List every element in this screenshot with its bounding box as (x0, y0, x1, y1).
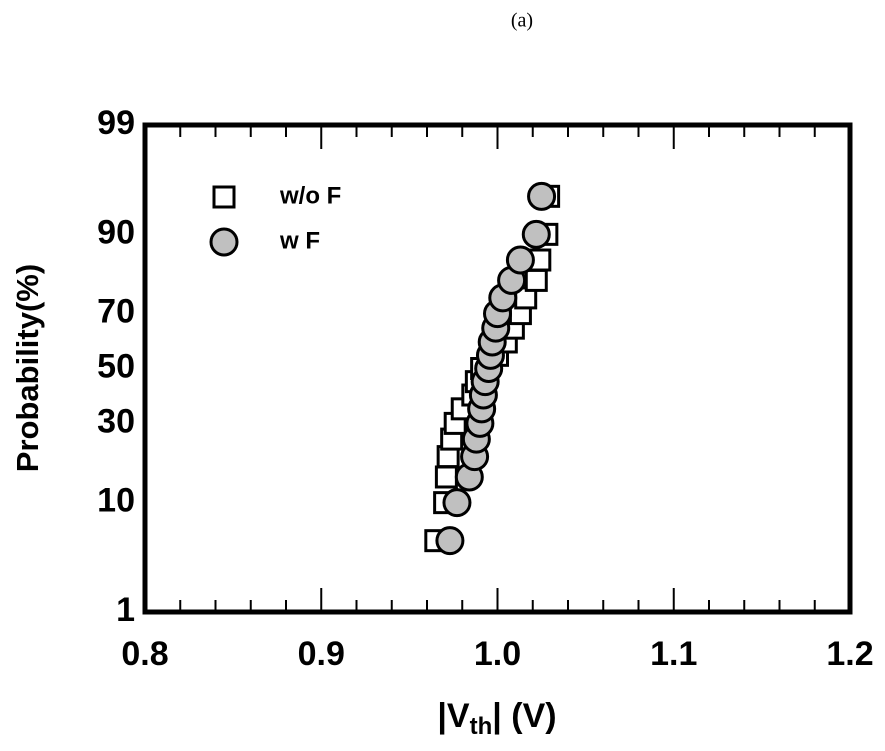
x-label-part: |V (437, 697, 470, 735)
circle-marker (505, 245, 535, 275)
x-label-part: | (V) (492, 697, 556, 735)
x-tick-label: 0.8 (121, 635, 168, 673)
chart-title: (a) (511, 10, 533, 32)
x-tick-label: 1.1 (650, 635, 697, 673)
x-tick-label: 1.2 (826, 635, 873, 673)
legend-label: w F (279, 227, 320, 254)
square-marker (434, 465, 458, 489)
x-tick-label: 0.9 (298, 635, 345, 673)
y-tick-label: 99 (97, 104, 135, 142)
circle-marker (442, 488, 472, 518)
legend-label: w/o F (279, 182, 341, 209)
x-axis-label: |Vth| (V) (437, 697, 556, 740)
x-label-sub: th (470, 713, 493, 740)
legend-marker (212, 185, 236, 209)
y-tick-label: 90 (97, 213, 135, 251)
y-tick-label: 1 (116, 591, 135, 629)
legend-marker (209, 227, 239, 257)
y-axis-label: Probability(%) (10, 264, 45, 472)
circle-marker (521, 219, 551, 249)
y-tick-label: 70 (97, 293, 135, 331)
x-tick-label: 1.0 (474, 635, 521, 673)
y-tick-label: 30 (97, 402, 135, 440)
square-marker (524, 268, 548, 292)
circle-marker (435, 526, 465, 556)
y-tick-label: 10 (97, 482, 135, 520)
circle-marker (527, 181, 557, 211)
y-tick-label: 50 (97, 347, 135, 385)
